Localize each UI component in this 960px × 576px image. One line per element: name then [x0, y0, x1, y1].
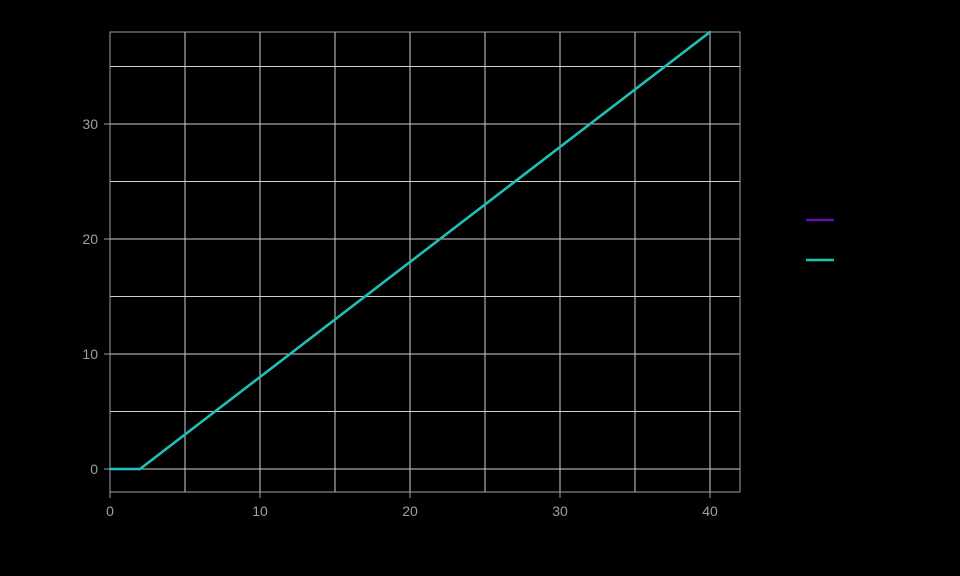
x-tick-label: 20 [402, 503, 418, 519]
x-tick-label: 10 [252, 503, 268, 519]
x-tick-label: 30 [552, 503, 568, 519]
line-chart: 0 10 20 30 40 0 10 20 30 [0, 0, 960, 576]
y-tick-label: 20 [82, 231, 98, 247]
y-tick-label: 10 [82, 346, 98, 362]
y-tick-label: 0 [90, 461, 98, 477]
x-tick-label: 40 [702, 503, 718, 519]
y-tick-label: 30 [82, 116, 98, 132]
x-tick-label: 0 [106, 503, 114, 519]
